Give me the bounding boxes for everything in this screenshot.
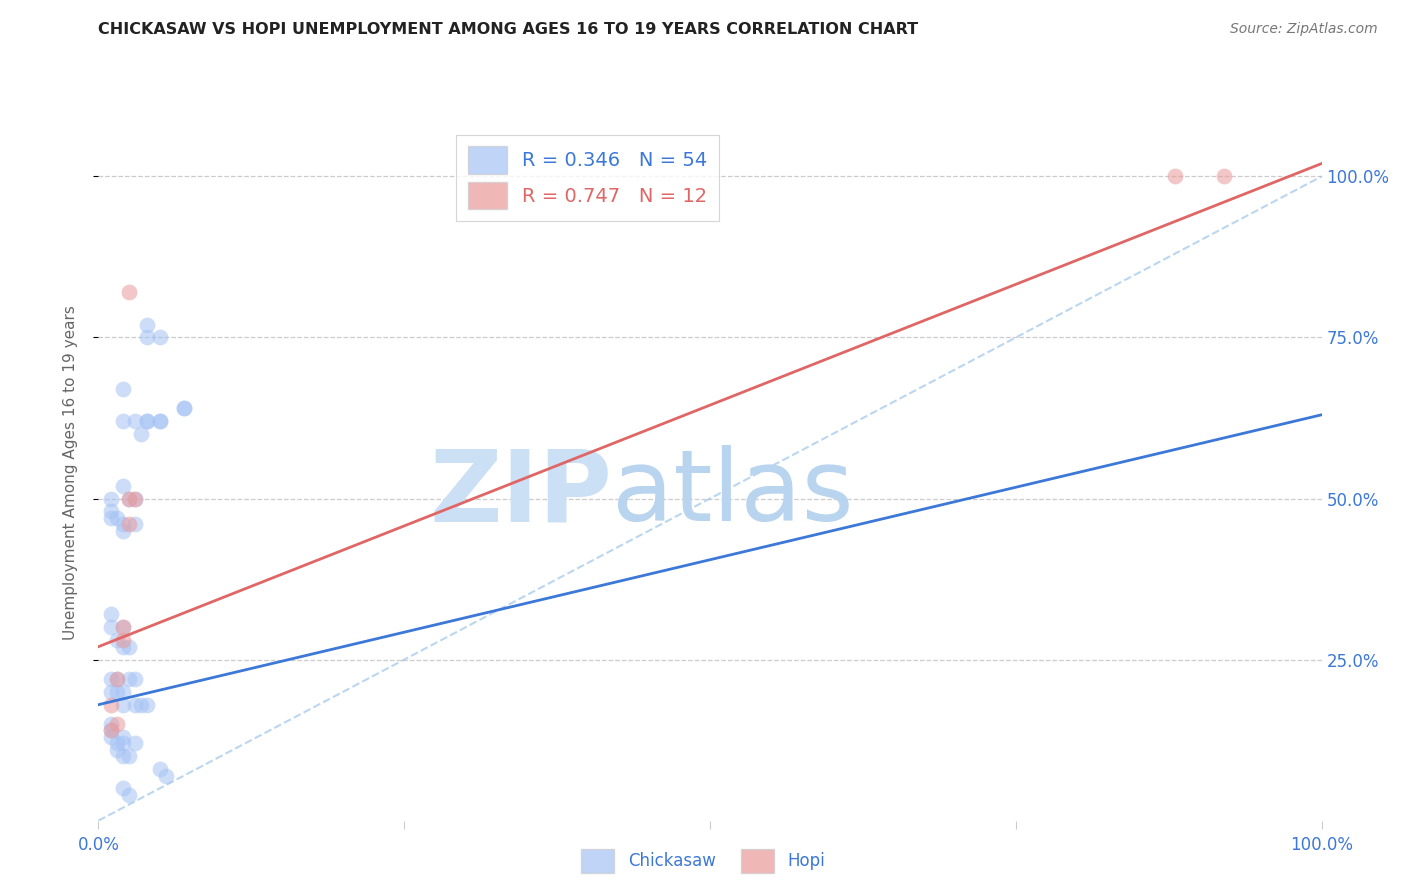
Point	[149, 414, 172, 428]
Text: ZIP: ZIP	[429, 445, 612, 542]
Point	[124, 736, 146, 750]
Point	[100, 698, 122, 712]
Point	[136, 698, 159, 712]
Point	[136, 318, 159, 332]
Point	[111, 640, 134, 654]
Point	[111, 517, 134, 532]
Point	[105, 633, 128, 648]
Point	[149, 330, 172, 344]
Point	[111, 736, 134, 750]
Point	[136, 330, 159, 344]
Point	[1164, 169, 1187, 184]
Point	[118, 672, 141, 686]
Point	[105, 743, 128, 757]
Point	[124, 698, 146, 712]
Point	[111, 633, 134, 648]
Y-axis label: Unemployment Among Ages 16 to 19 years: Unemployment Among Ages 16 to 19 years	[63, 305, 77, 640]
Point	[100, 491, 122, 506]
Point	[111, 414, 134, 428]
Point	[111, 685, 134, 699]
Point	[105, 511, 128, 525]
Point	[100, 685, 122, 699]
Point	[173, 401, 195, 416]
Text: CHICKASAW VS HOPI UNEMPLOYMENT AMONG AGES 16 TO 19 YEARS CORRELATION CHART: CHICKASAW VS HOPI UNEMPLOYMENT AMONG AGE…	[98, 22, 918, 37]
Point	[118, 491, 141, 506]
Legend: Chickasaw, Hopi: Chickasaw, Hopi	[575, 842, 831, 880]
Point	[136, 414, 159, 428]
Point	[111, 382, 134, 396]
Point	[118, 491, 141, 506]
Text: atlas: atlas	[612, 445, 853, 542]
Point	[100, 607, 122, 622]
Point	[118, 788, 141, 802]
Point	[105, 672, 128, 686]
Text: Source: ZipAtlas.com: Source: ZipAtlas.com	[1230, 22, 1378, 37]
Point	[124, 491, 146, 506]
Point	[105, 685, 128, 699]
Point	[149, 414, 172, 428]
Point	[105, 672, 128, 686]
Point	[124, 491, 146, 506]
Point	[155, 768, 177, 782]
Point	[111, 524, 134, 538]
Point	[111, 478, 134, 492]
Point	[124, 672, 146, 686]
Point	[1212, 169, 1234, 184]
Point	[118, 517, 141, 532]
Point	[149, 762, 172, 776]
Point	[100, 730, 122, 744]
Point	[118, 640, 141, 654]
Point	[124, 517, 146, 532]
Point	[111, 620, 134, 634]
Point	[111, 730, 134, 744]
Point	[100, 717, 122, 731]
Point	[111, 698, 134, 712]
Point	[118, 749, 141, 764]
Point	[100, 723, 122, 738]
Point	[111, 749, 134, 764]
Point	[118, 285, 141, 300]
Legend: R = 0.346   N = 54, R = 0.747   N = 12: R = 0.346 N = 54, R = 0.747 N = 12	[456, 135, 720, 220]
Point	[100, 511, 122, 525]
Point	[173, 401, 195, 416]
Point	[100, 620, 122, 634]
Point	[129, 427, 152, 442]
Point	[105, 736, 128, 750]
Point	[111, 620, 134, 634]
Point	[124, 414, 146, 428]
Point	[100, 672, 122, 686]
Point	[105, 717, 128, 731]
Point	[100, 723, 122, 738]
Point	[136, 414, 159, 428]
Point	[129, 698, 152, 712]
Point	[100, 504, 122, 518]
Point	[111, 781, 134, 796]
